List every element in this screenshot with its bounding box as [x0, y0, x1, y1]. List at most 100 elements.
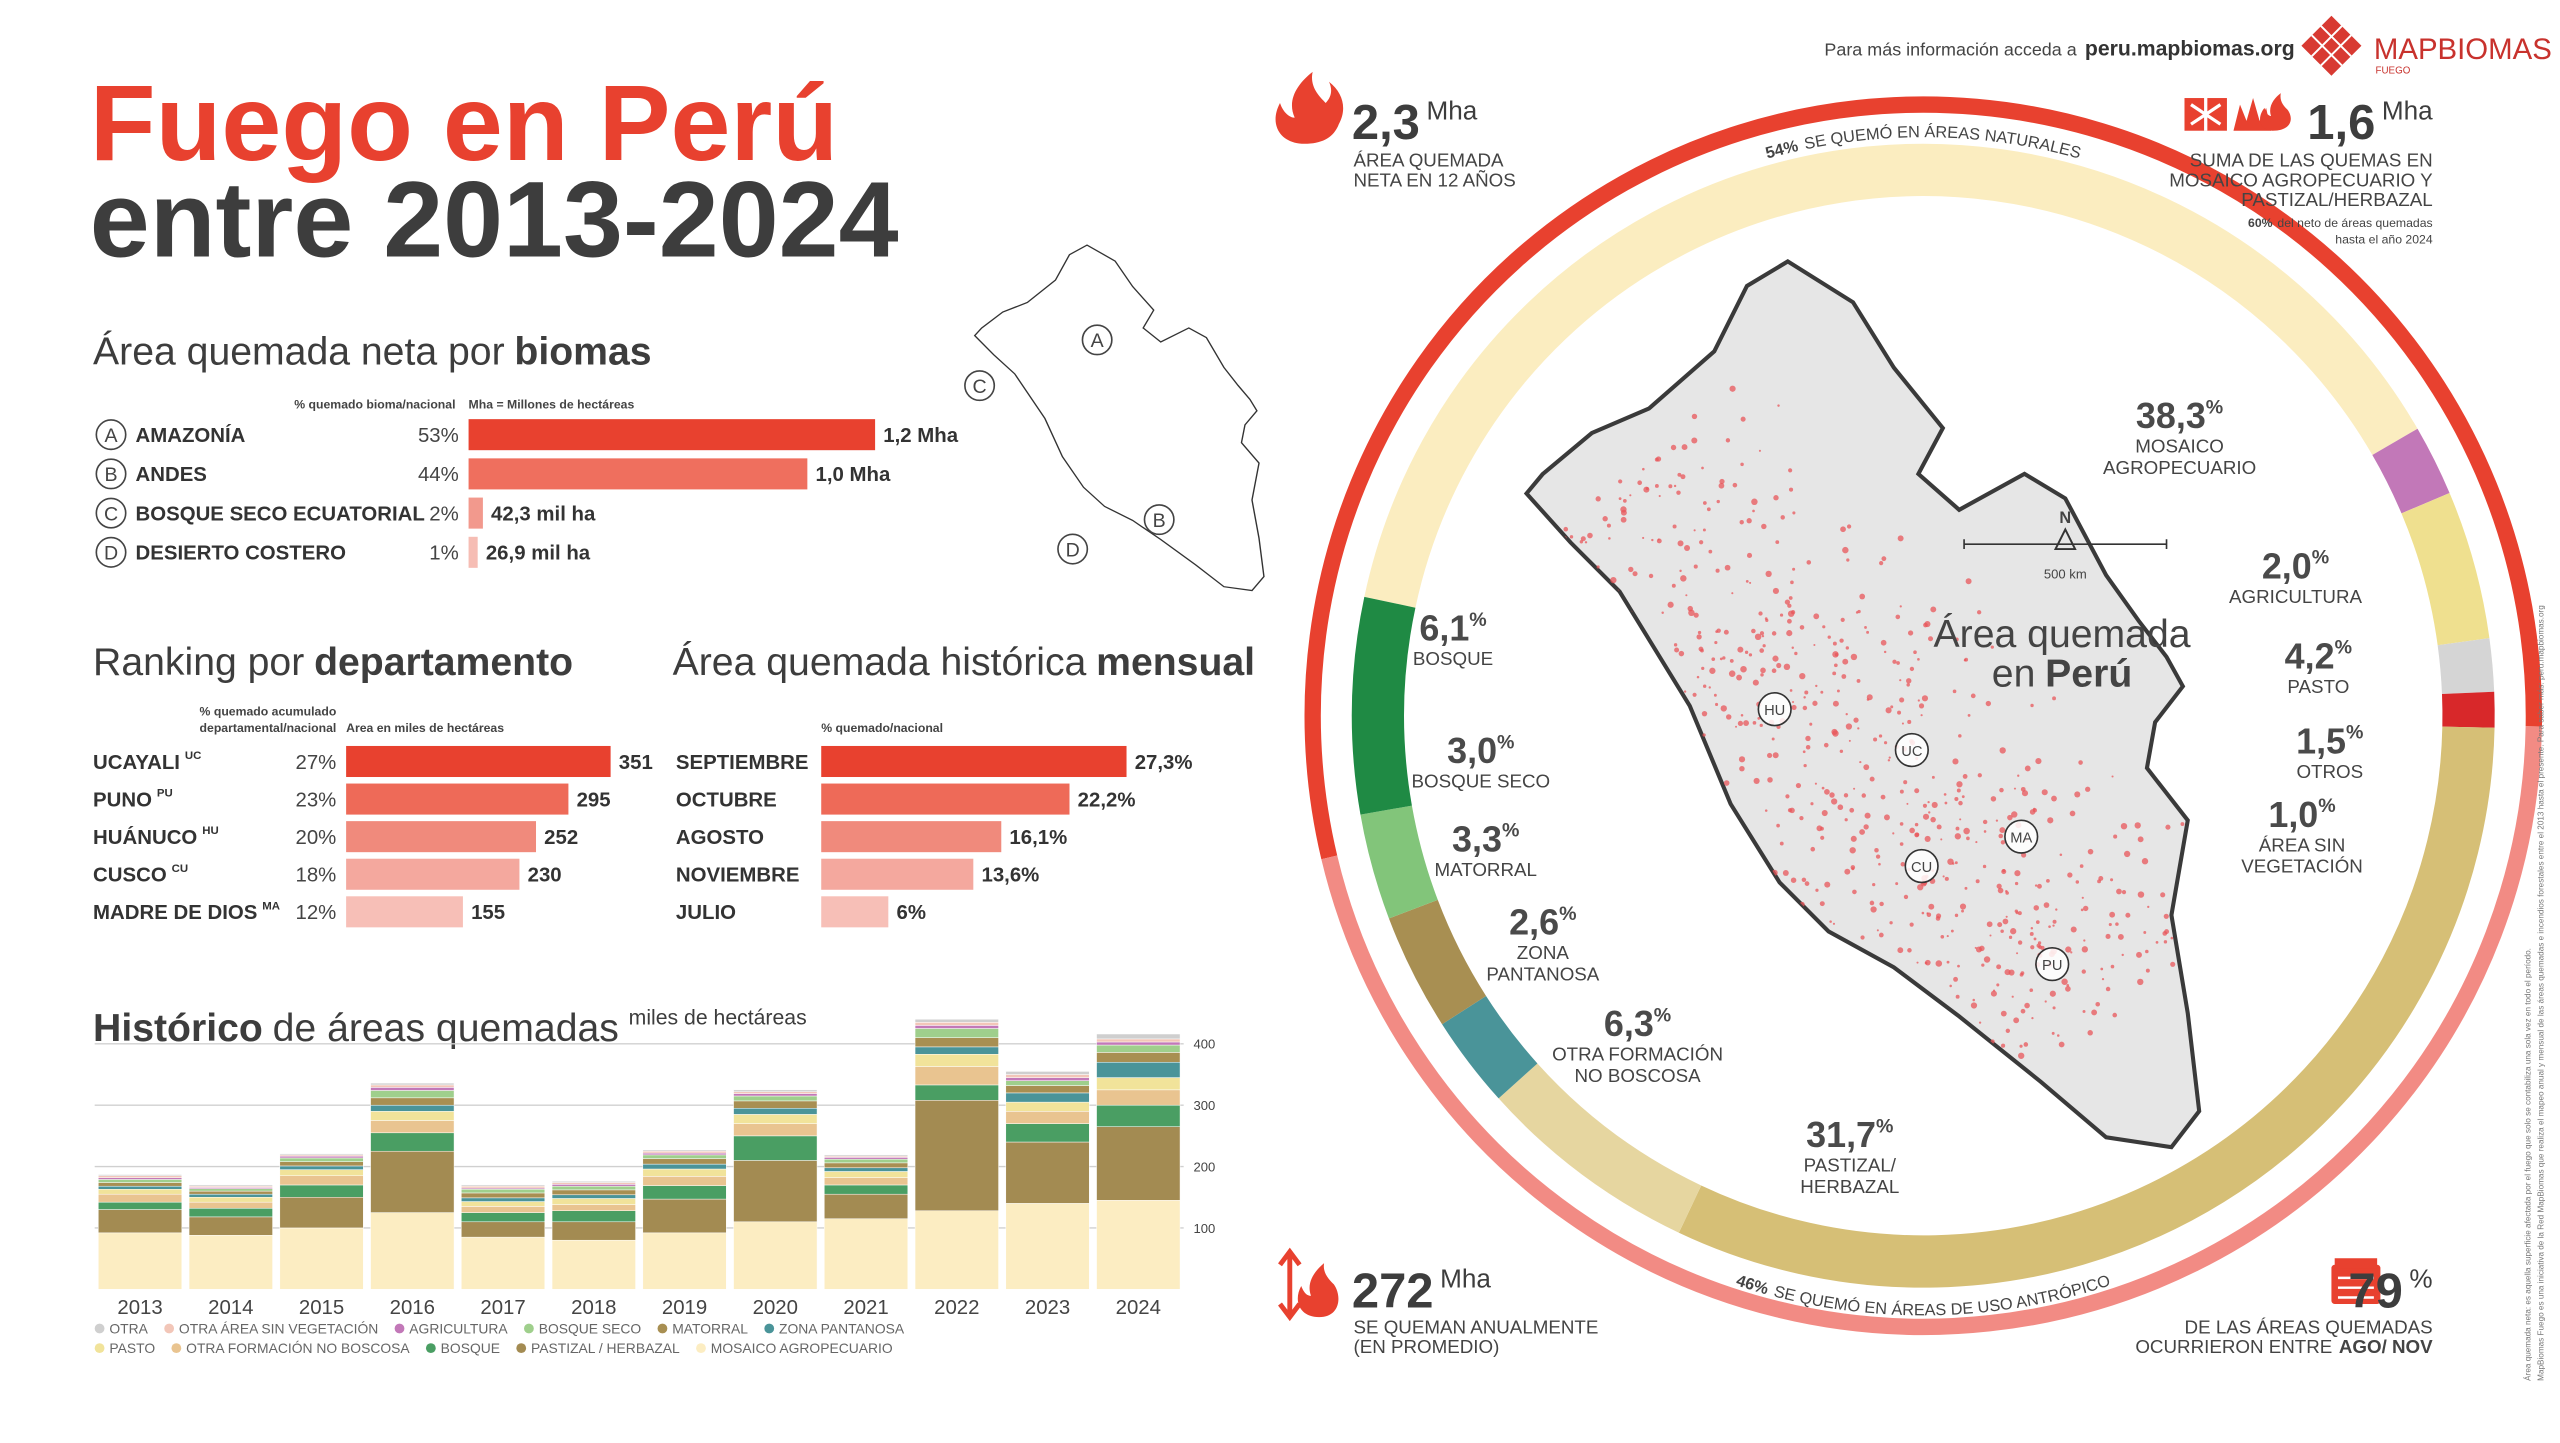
stack-segment [552, 1198, 635, 1204]
burn-spot [1759, 450, 1761, 452]
burn-spot [1738, 721, 1743, 726]
value-label: 22,2% [1078, 789, 1136, 811]
burn-spot [1786, 630, 1792, 636]
burn-spot [1824, 789, 1830, 795]
burn-spot [1958, 734, 1962, 738]
burn-spot [2000, 929, 2003, 932]
burn-spot [1592, 671, 1597, 676]
burn-spot [1843, 975, 1846, 978]
burn-spot [1945, 802, 1948, 805]
burn-spot [1708, 550, 1712, 554]
burn-spot [1629, 494, 1631, 496]
stack-segment [371, 1098, 454, 1105]
y-tick-label: 300 [1193, 1098, 1215, 1113]
burn-spot [1930, 817, 1936, 823]
burn-spot [1988, 1075, 1991, 1078]
burn-spot [1991, 796, 1996, 801]
burn-spot [2078, 760, 2083, 765]
stack-segment [734, 1101, 817, 1108]
bar [821, 746, 1126, 777]
category-name: AMAZONÍA [136, 424, 246, 447]
burn-spot [1725, 565, 1731, 571]
burn-spot [1765, 571, 1771, 577]
burn-spot [2022, 1075, 2025, 1078]
burn-spot [2024, 1042, 2029, 1047]
stack-segment [915, 1025, 998, 1028]
burn-spot [1703, 685, 1706, 688]
column-note: Mha = Millones de hectáreas [469, 398, 635, 412]
stat-value: 79% [2348, 1264, 2432, 1319]
burn-spot [1794, 652, 1797, 655]
fire-icon-small [1298, 1263, 1339, 1317]
stack-segment [189, 1202, 272, 1208]
burn-spot [1781, 515, 1785, 519]
burn-spot [1674, 643, 1677, 646]
burn-spot [1567, 548, 1573, 554]
burn-spot [1957, 965, 1960, 968]
burn-spot [2135, 822, 2141, 828]
burn-spot [2019, 1045, 2022, 1048]
stack-segment [643, 1233, 726, 1289]
burn-spot [2088, 849, 2094, 855]
stack-segment [643, 1151, 726, 1153]
burn-spot [1923, 1015, 1925, 1017]
stat-note: hasta el año 2024 [2335, 232, 2433, 246]
scale-label: 500 km [2044, 566, 2087, 581]
burn-spot [2083, 939, 2085, 941]
burn-spot [1896, 661, 1900, 665]
burn-spot [1851, 865, 1856, 870]
donut-value-number: 1,5 [2296, 720, 2346, 761]
burn-spot [1927, 801, 1929, 803]
stack-segment [915, 1047, 998, 1054]
burn-spot [2057, 1034, 2060, 1037]
legend-swatch [95, 1324, 105, 1334]
burn-spot [2016, 952, 2018, 954]
bar [346, 784, 568, 815]
donut-value-number: 6,1 [1419, 608, 1469, 649]
donut-value-number: 3,3 [1452, 818, 1502, 859]
burn-spot [1546, 614, 1552, 620]
burn-spot [1984, 830, 1987, 833]
burn-spot [1791, 610, 1795, 614]
legend-label: MATORRAL [672, 1320, 748, 1336]
burn-spot [2001, 1011, 2007, 1017]
bar [821, 896, 888, 927]
burn-spot [1898, 535, 1904, 541]
category-code: HU [202, 825, 218, 837]
burn-spot [2070, 951, 2072, 953]
burn-spot [1579, 635, 1584, 640]
stack-segment [643, 1150, 726, 1151]
legend-swatch [426, 1343, 436, 1353]
burn-spot [1910, 923, 1914, 927]
burn-spot [1570, 535, 1573, 538]
burn-spot [2180, 822, 2184, 826]
stack-segment [98, 1179, 181, 1182]
burn-spot [1844, 793, 1848, 797]
burn-spot [1773, 495, 1778, 500]
burn-spot [1876, 854, 1880, 858]
burn-spot [1972, 999, 1975, 1002]
burn-spot [1761, 524, 1766, 529]
burn-spot [1884, 814, 1890, 820]
burn-spot [1714, 694, 1717, 697]
burn-spot [2053, 1006, 2056, 1009]
burn-spot [1595, 634, 1600, 639]
locator-letter: D [1066, 539, 1080, 561]
category-name: PUNO [93, 789, 152, 811]
burn-spot [1606, 611, 1610, 615]
burn-spot [1824, 962, 1828, 966]
burn-spot [1900, 790, 1904, 794]
burn-spot [1856, 611, 1859, 614]
burn-spot [2109, 912, 2115, 918]
burn-spot [2110, 878, 2113, 881]
burn-spot [2045, 1000, 2047, 1002]
arrow-icon [1280, 1252, 1300, 1317]
burn-spot [1608, 537, 1611, 540]
burn-spot [1621, 517, 1627, 523]
bar [821, 821, 1001, 852]
burn-spot [1607, 524, 1611, 528]
